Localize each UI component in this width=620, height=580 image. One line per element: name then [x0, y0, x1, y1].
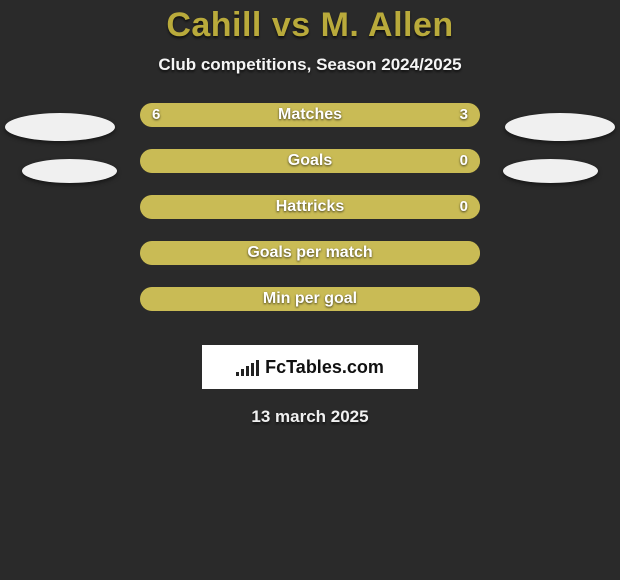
bar-label: Min per goal	[140, 287, 480, 311]
subtitle: Club competitions, Season 2024/2025	[0, 55, 620, 75]
logo-bar	[246, 366, 249, 376]
bar-row: Goals per match	[140, 241, 480, 265]
bar-row: Goals0	[140, 149, 480, 173]
branding-badge: FcTables.com	[202, 345, 418, 389]
logo-bar	[256, 360, 259, 376]
logo-bar	[241, 369, 244, 376]
bar-label: Hattricks	[140, 195, 480, 219]
bar-label: Goals per match	[140, 241, 480, 265]
logo-bar	[236, 372, 239, 376]
bar-value-right: 0	[460, 149, 468, 173]
bar-value-left: 6	[152, 103, 160, 127]
branding-logo-icon	[236, 358, 259, 376]
player-left-ellipse-2	[22, 159, 117, 183]
bar-label: Goals	[140, 149, 480, 173]
branding-text: FcTables.com	[265, 357, 384, 378]
player-right-ellipse-2	[503, 159, 598, 183]
bars-container: Matches63Goals0Hattricks0Goals per match…	[140, 103, 480, 333]
player-left-ellipse-1	[5, 113, 115, 141]
bar-row: Hattricks0	[140, 195, 480, 219]
bar-row: Min per goal	[140, 287, 480, 311]
bar-value-right: 0	[460, 195, 468, 219]
page-title: Cahill vs M. Allen	[0, 0, 620, 45]
bar-row: Matches6 3	[140, 103, 480, 127]
bar-value-right: 3	[460, 103, 468, 127]
logo-bar	[251, 363, 254, 376]
bar-label: Matches	[140, 103, 480, 127]
player-right-ellipse-1	[505, 113, 615, 141]
comparison-chart: Matches63Goals0Hattricks0Goals per match…	[0, 103, 620, 333]
date-text: 13 march 2025	[0, 407, 620, 427]
